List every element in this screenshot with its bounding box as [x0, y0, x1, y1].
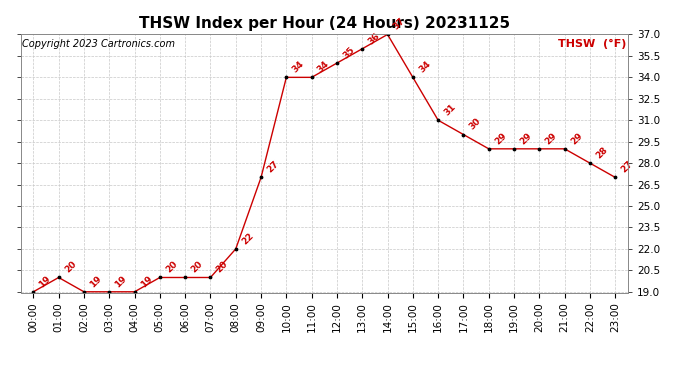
Text: 34: 34 [417, 59, 433, 75]
Text: 34: 34 [290, 59, 306, 75]
Text: Copyright 2023 Cartronics.com: Copyright 2023 Cartronics.com [22, 39, 175, 49]
Text: 20: 20 [215, 260, 230, 275]
Text: 28: 28 [594, 145, 609, 160]
Text: 27: 27 [265, 159, 281, 175]
Text: 34: 34 [316, 59, 331, 75]
Text: 31: 31 [442, 102, 457, 117]
Text: 20: 20 [63, 260, 78, 275]
Text: 30: 30 [468, 117, 483, 132]
Text: 19: 19 [37, 274, 53, 289]
Text: 29: 29 [569, 131, 584, 146]
Text: 35: 35 [341, 45, 356, 60]
Text: 29: 29 [518, 131, 533, 146]
Text: 29: 29 [544, 131, 559, 146]
Text: 19: 19 [139, 274, 154, 289]
Text: THSW  (°F): THSW (°F) [558, 39, 627, 49]
Title: THSW Index per Hour (24 Hours) 20231125: THSW Index per Hour (24 Hours) 20231125 [139, 16, 510, 31]
Text: 19: 19 [113, 274, 129, 289]
Text: 36: 36 [366, 31, 382, 46]
Text: 19: 19 [88, 274, 104, 289]
Text: 29: 29 [493, 131, 509, 146]
Text: 27: 27 [620, 159, 635, 175]
Text: 37: 37 [392, 16, 407, 32]
Text: 20: 20 [189, 260, 204, 275]
Text: 22: 22 [240, 231, 255, 246]
Text: 20: 20 [164, 260, 179, 275]
